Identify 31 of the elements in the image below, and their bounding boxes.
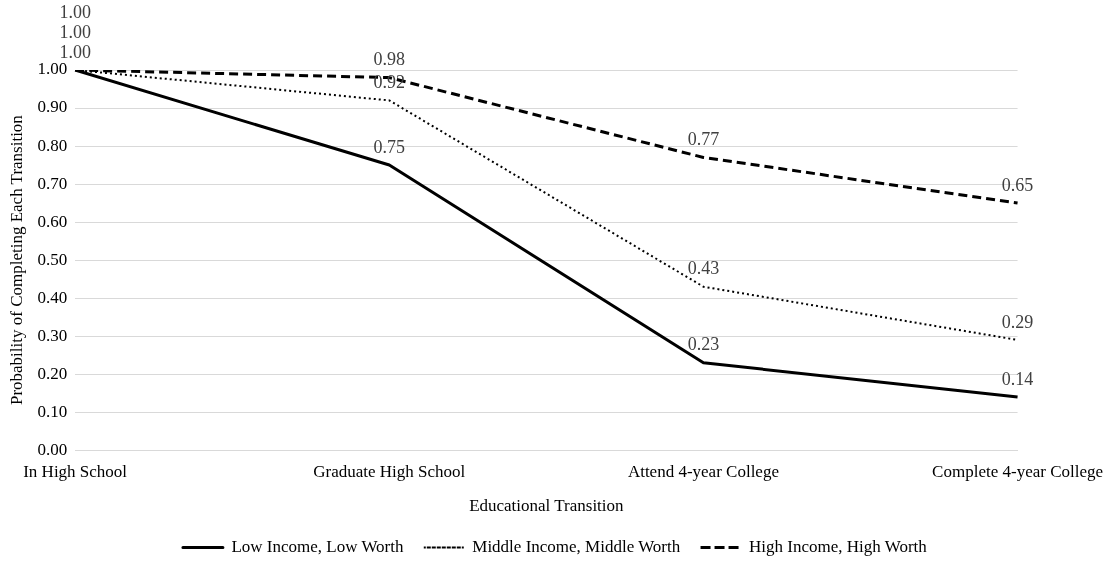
data-label: 0.23 [687,334,720,355]
y-tick-label: 0.10 [37,401,68,421]
legend-label: Middle Income, Middle Worth [472,536,681,556]
data-label: 1.00 [59,1,91,22]
y-tick-label: 0.90 [37,97,68,117]
y-tick-label: 0.00 [37,439,68,459]
y-tick-label: 0.30 [37,325,68,345]
data-label: 0.65 [1001,174,1034,195]
data-label: 0.98 [373,49,406,70]
data-label: 0.43 [687,258,720,279]
y-tick-label: 0.80 [37,135,68,155]
y-axis-title: Probability of Completing Each Transition [6,114,26,406]
data-label: 0.29 [1001,311,1034,332]
x-axis-title: Educational Transition [469,496,625,516]
x-tick-label: Attend 4-year College [627,461,779,481]
y-tick-label: 0.20 [37,363,68,383]
data-label: 1.00 [59,41,91,62]
y-tick-label: 0.60 [37,211,68,231]
legend-label: High Income, High Worth [749,536,928,556]
y-tick-label: 0.50 [37,249,68,269]
x-tick-label: Complete 4-year College [932,461,1103,481]
data-label: 1.00 [59,21,91,42]
data-label: 0.14 [1001,368,1034,389]
y-tick-label: 0.40 [37,287,68,307]
data-label: 0.77 [687,129,720,150]
data-label: 0.75 [373,136,406,157]
legend-label: Low Income, Low Worth [231,536,404,556]
x-tick-label: In High School [23,461,128,481]
y-tick-label: 0.70 [37,173,68,193]
x-tick-label: Graduate High School [313,461,466,481]
y-tick-label: 1.00 [37,59,68,79]
